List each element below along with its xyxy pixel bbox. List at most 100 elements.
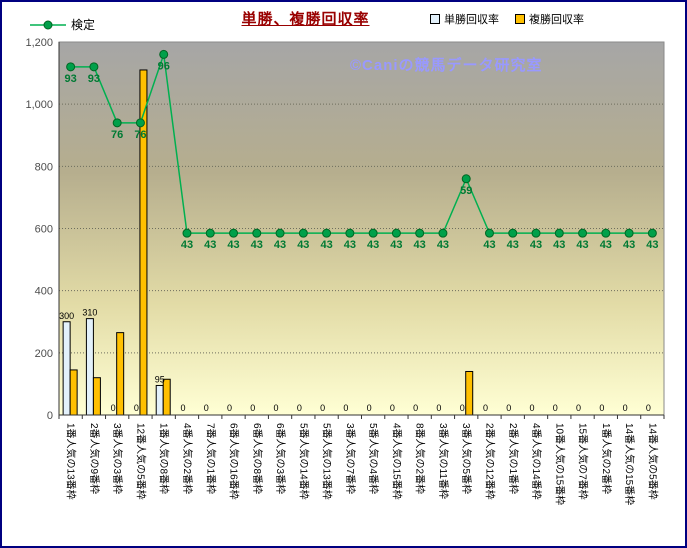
svg-text:0: 0 [250,403,255,413]
svg-text:15番人気の7番枠: 15番人気の7番枠 [577,423,590,500]
svg-text:2番人気の1番枠: 2番人気の1番枠 [507,423,520,494]
svg-text:43: 43 [251,239,263,251]
svg-text:0: 0 [436,403,441,413]
svg-text:0: 0 [274,403,279,413]
legend-tansho-label: 単勝回収率 [444,14,499,26]
svg-text:43: 43 [414,239,426,251]
svg-text:43: 43 [320,239,332,251]
svg-text:3番人気の11番枠: 3番人気の11番枠 [437,423,450,499]
svg-text:14番人気の5番枠: 14番人気の5番枠 [646,423,659,500]
svg-text:3番人気の5番枠: 3番人気の5番枠 [460,423,473,494]
svg-text:43: 43 [297,239,309,251]
svg-text:310: 310 [82,308,97,318]
svg-text:0: 0 [204,403,209,413]
svg-text:4番人気の14番枠: 4番人気の14番枠 [530,423,543,500]
svg-text:0: 0 [320,403,325,413]
svg-text:600: 600 [35,224,53,236]
svg-text:6番人気の8番枠: 6番人気の8番枠 [251,423,264,494]
svg-text:0: 0 [646,403,651,413]
legend-kentei-label: 検定 [71,18,96,32]
svg-text:1番人気の8番枠: 1番人気の8番枠 [158,423,171,494]
svg-text:5番人気の14番枠: 5番人気の14番枠 [297,423,310,500]
svg-text:3番人気の7番枠: 3番人気の7番枠 [344,423,357,494]
svg-text:76: 76 [111,129,123,141]
svg-text:43: 43 [437,239,449,251]
svg-text:400: 400 [35,286,53,298]
chart-title: 単勝、複勝回収率 [241,11,370,28]
svg-text:12番人気の5番枠: 12番人気の5番枠 [134,423,147,500]
svg-text:0: 0 [47,410,53,422]
svg-text:1,200: 1,200 [25,37,53,49]
legend-kentei: 検定 [30,16,95,33]
svg-text:43: 43 [576,239,588,251]
svg-text:43: 43 [646,239,658,251]
svg-text:5番人気の13番枠: 5番人気の13番枠 [321,423,334,500]
svg-text:93: 93 [65,73,77,85]
kentei-value-labels: 93 93 76 76 96 43 43 43 43 43 43 43 43 43 43 43 43 59 43 43… [65,60,659,251]
svg-text:0: 0 [413,403,418,413]
svg-text:0: 0 [576,403,581,413]
legend-bars: 単勝回収率 複勝回収率 [430,11,584,27]
svg-text:0: 0 [506,403,511,413]
svg-text:0: 0 [367,403,372,413]
svg-text:0: 0 [623,403,628,413]
svg-text:4番人気の2番枠: 4番人気の2番枠 [181,423,194,494]
svg-text:0: 0 [530,403,535,413]
svg-text:43: 43 [483,239,495,251]
svg-text:43: 43 [181,239,193,251]
svg-text:43: 43 [507,239,519,251]
svg-text:43: 43 [227,239,239,251]
svg-text:2番人気の9番枠: 2番人気の9番枠 [88,423,101,494]
svg-text:96: 96 [158,60,170,72]
svg-text:300: 300 [59,311,74,321]
svg-text:1番人気の13番枠: 1番人気の13番枠 [65,423,78,500]
svg-text:76: 76 [134,129,146,141]
kentei-line [66,49,657,238]
legend-tansho: 単勝回収率 [430,11,499,27]
svg-text:43: 43 [600,239,612,251]
svg-text:59: 59 [460,185,472,197]
svg-text:93: 93 [88,73,100,85]
svg-text:3番人気の3番枠: 3番人気の3番枠 [111,423,124,494]
svg-text:6番人気の3番枠: 6番人気の3番枠 [274,423,287,494]
svg-text:8番人気の2番枠: 8番人気の2番枠 [414,423,427,494]
svg-text:6番人気の16番枠: 6番人気の16番枠 [228,423,241,500]
axes [58,41,665,419]
svg-text:0: 0 [390,403,395,413]
svg-text:43: 43 [553,239,565,251]
watermark: ©Caniの競馬データ研究室 [350,57,543,74]
svg-text:4番人気の15番枠: 4番人気の15番枠 [390,423,403,500]
svg-text:1番人気の2番枠: 1番人気の2番枠 [600,423,613,494]
svg-text:1,000: 1,000 [25,99,53,111]
svg-text:14番人気の15番枠: 14番人気の15番枠 [623,423,636,505]
svg-text:43: 43 [274,239,286,251]
svg-text:800: 800 [35,161,53,173]
svg-text:43: 43 [623,239,635,251]
svg-text:7番人気の1番枠: 7番人気の1番枠 [204,423,217,494]
svg-text:43: 43 [204,239,216,251]
x-axis-labels: 1番人気の13番枠 2番人気の9番枠 3番人気の3番枠 12番人気の5番枠 1番人気の8… [65,423,660,505]
svg-text:0: 0 [297,403,302,413]
svg-text:0: 0 [134,403,139,413]
fukusho-swatch-icon [515,14,525,24]
kentei-line-icon [30,20,66,29]
svg-text:43: 43 [344,239,356,251]
svg-text:0: 0 [343,403,348,413]
svg-text:0: 0 [553,403,558,413]
bar-value-labels: 300 310 0 0 95 0 0 0 0 0 0 0 0 0 0 0 0 0 0 0 0 0 0 0 0 0 [59,308,651,413]
svg-text:5番人気の4番枠: 5番人気の4番枠 [367,423,380,494]
svg-text:0: 0 [460,403,465,413]
svg-text:43: 43 [530,239,542,251]
legend-fukusho: 複勝回収率 [515,11,584,27]
svg-text:2番人気の12番枠: 2番人気の12番枠 [483,423,496,500]
svg-text:43: 43 [367,239,379,251]
svg-text:0: 0 [483,403,488,413]
svg-text:95: 95 [155,374,165,384]
svg-text:0: 0 [227,403,232,413]
svg-text:0: 0 [111,403,116,413]
svg-text:0: 0 [599,403,604,413]
y-axis-labels: 0 200 400 600 800 1,000 1,200 [25,37,53,422]
tansho-swatch-icon [430,14,440,24]
